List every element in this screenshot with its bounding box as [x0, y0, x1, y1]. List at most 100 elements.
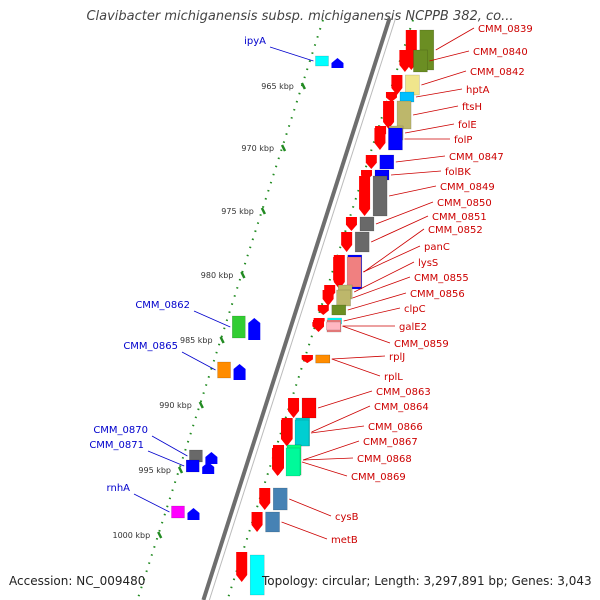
forward-cog-block [399, 91, 415, 103]
forward-gene-label[interactable]: CMM_0847 [449, 152, 504, 163]
forward-gene-label[interactable]: CMM_0851 [432, 212, 487, 223]
forward-gene-label[interactable]: hptA [466, 85, 490, 96]
forward-gene-label[interactable]: CMM_0852 [428, 225, 483, 236]
backbone-inner-line [208, 17, 397, 600]
forward-cds-arrow [251, 512, 263, 532]
forward-cog-block [379, 154, 395, 170]
scale-tick-label: 980 kbp [201, 271, 234, 280]
forward-cds-arrow [333, 257, 345, 287]
forward-gene-label[interactable]: CMM_0842 [470, 67, 525, 78]
reverse-gene-leader [133, 493, 170, 513]
forward-cog-block [272, 487, 288, 511]
forward-cds-arrow [385, 92, 397, 102]
forward-cog-block [413, 49, 428, 73]
reverse-gene-leader [193, 310, 231, 328]
forward-gene-leader [375, 201, 434, 225]
scale-tick-label: 995 kbp [138, 466, 171, 475]
forward-cog-block [265, 511, 280, 533]
forward-gene-leader [429, 50, 470, 62]
forward-gene-label[interactable]: folBK [445, 167, 471, 178]
scale-tick [157, 531, 163, 539]
forward-gene-label[interactable]: CMM_0849 [440, 182, 495, 193]
accession-text: Accession: NC_009480 [9, 574, 146, 588]
forward-cds-arrow [391, 75, 403, 95]
reverse-gene-label[interactable]: rnhA [107, 483, 131, 494]
forward-cog-block [346, 256, 362, 288]
reverse-gene-label[interactable]: CMM_0862 [135, 300, 190, 311]
reverse-gene-leader [181, 351, 216, 371]
scale-tick [240, 271, 246, 279]
forward-cds-arrow [288, 398, 300, 418]
forward-cog-block [294, 419, 310, 447]
forward-gene-leader [388, 185, 437, 197]
forward-gene-label[interactable]: lysS [418, 258, 438, 269]
forward-cds-arrow [374, 128, 386, 150]
forward-gene-leader [331, 358, 381, 377]
reverse-cog-block [185, 459, 200, 473]
forward-gene-label[interactable]: CMM_0855 [414, 273, 469, 284]
forward-gene-label[interactable]: CMM_0863 [376, 387, 431, 398]
forward-gene-label[interactable]: CMM_0850 [437, 198, 492, 209]
forward-gene-leader [395, 155, 446, 163]
forward-gene-label[interactable]: panC [424, 242, 450, 253]
forward-gene-label[interactable]: folP [454, 135, 472, 146]
scale-tick [260, 207, 266, 215]
forward-cog-block [285, 447, 301, 477]
forward-gene-leader [362, 245, 421, 273]
forward-gene-label[interactable]: metB [331, 535, 358, 546]
forward-cds-arrow [301, 355, 313, 363]
forward-cog-block [301, 397, 317, 419]
forward-gene-leader [310, 425, 365, 434]
forward-cds-arrow [281, 420, 292, 446]
forward-gene-label[interactable]: CMM_0864 [374, 402, 429, 413]
forward-cds-arrow [236, 552, 248, 582]
forward-gene-label[interactable]: rplL [384, 372, 403, 383]
forward-gene-label[interactable]: CMM_0856 [410, 289, 465, 300]
forward-gene-leader [342, 325, 391, 344]
forward-gene-leader [405, 123, 455, 134]
reverse-gene-label[interactable]: CMM_0871 [89, 440, 144, 451]
forward-cog-block [388, 127, 403, 151]
forward-gene-leader [343, 307, 401, 322]
scale-tick-label: 975 kbp [221, 207, 254, 216]
scale-tick [280, 144, 287, 152]
scale-tick-label: 985 kbp [180, 336, 213, 345]
forward-gene-label[interactable]: CMM_0839 [478, 24, 533, 35]
forward-gene-label[interactable]: CMM_0867 [363, 437, 418, 448]
forward-gene-leader [352, 276, 411, 299]
forward-gene-leader [390, 170, 442, 176]
forward-cds-arrow [399, 50, 411, 72]
forward-gene-label[interactable]: galE2 [399, 322, 427, 333]
forward-gene-leader [281, 521, 328, 540]
forward-gene-leader [421, 70, 467, 86]
forward-gene-leader [311, 405, 371, 433]
forward-gene-leader [370, 215, 429, 243]
scale-tick-label: 1000 kbp [112, 531, 150, 540]
forward-gene-label[interactable]: ftsH [462, 102, 482, 113]
reverse-cds-arrow [202, 462, 215, 474]
reverse-cds-arrow [248, 318, 261, 340]
forward-gene-label[interactable]: CMM_0868 [357, 454, 412, 465]
forward-cog-block [396, 100, 412, 130]
forward-gene-label[interactable]: cysB [335, 512, 359, 523]
forward-gene-leader [317, 390, 373, 409]
forward-gene-label[interactable]: clpC [404, 304, 426, 315]
forward-gene-leader [415, 88, 463, 98]
forward-cog-block [336, 289, 351, 307]
forward-gene-label[interactable]: CMM_0869 [351, 472, 406, 483]
reverse-gene-label[interactable]: CMM_0865 [123, 341, 178, 352]
forward-cds-arrow [322, 290, 334, 306]
reverse-cds-arrow [205, 452, 218, 464]
reverse-gene-label[interactable]: ipyA [244, 36, 266, 47]
forward-gene-label[interactable]: CMM_0859 [394, 339, 449, 350]
reverse-gene-leader [269, 46, 314, 62]
reverse-gene-label[interactable]: CMM_0870 [93, 425, 148, 436]
forward-gene-label[interactable]: CMM_0866 [368, 422, 423, 433]
forward-gene-leader [302, 457, 354, 461]
forward-gene-label[interactable]: rplJ [389, 352, 405, 363]
scale-tick-label: 990 kbp [159, 401, 192, 410]
reverse-cog-block [232, 315, 246, 339]
forward-gene-label[interactable]: CMM_0840 [473, 47, 528, 58]
forward-gene-leader [302, 440, 360, 461]
forward-gene-label[interactable]: folE [458, 120, 477, 131]
